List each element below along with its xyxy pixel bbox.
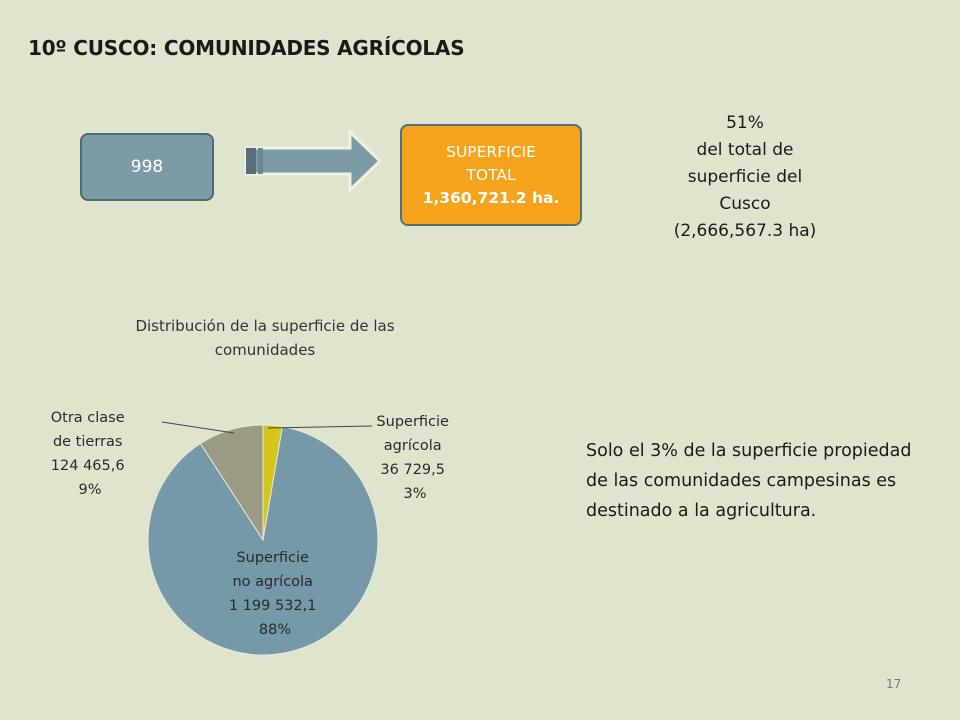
leader-line-agricola [267, 425, 373, 429]
slice-label-no-agricola-3: 1 199 532,1 [229, 598, 317, 614]
slice-label-otra-2: de tierras [53, 434, 122, 450]
total-label-line1: SUPERFICIE [446, 142, 536, 161]
slice-label-agricola-1: Superficie [376, 414, 449, 430]
slice-label-agricola: Superficie agrícola 36 729,5 3% [376, 414, 453, 502]
share-line4: Cusco [719, 194, 771, 214]
chart-title: Distribución de la superficie de las com… [95, 314, 435, 362]
slice-label-agricola-2: agrícola [384, 438, 442, 454]
slide-title: 10º CUSCO: COMUNIDADES AGRÍCOLAS [28, 36, 465, 60]
leader-line-otra [161, 421, 235, 434]
pie-chart: Superficie agrícola 36 729,5 3% Superfic… [51, 410, 453, 656]
community-count-box: 998 [80, 133, 214, 201]
chart-title-line1: Distribución de la superficie de las [135, 317, 395, 335]
share-percent: 51% [726, 113, 764, 133]
chart-title-line2: comunidades [214, 341, 316, 359]
total-surface-box: SUPERFICIE TOTAL 1,360,721.2 ha. [400, 124, 582, 226]
slice-label-otra: Otra clase de tierras 124 465,6 9% [51, 410, 130, 498]
slice-label-agricola-4: 3% [403, 486, 426, 502]
community-count: 998 [130, 157, 164, 177]
slice-label-agricola-3: 36 729,5 [380, 462, 445, 478]
slice-label-no-agricola-1: Superficie [236, 550, 309, 566]
slice-label-no-agricola: Superficie no agrícola 1 199 532,1 88% [229, 550, 321, 638]
slice-label-otra-3: 124 465,6 [51, 458, 125, 474]
total-surface-value: 1,360,721.2 ha. [422, 188, 560, 207]
slice-label-no-agricola-4: 88% [259, 622, 291, 638]
summary-note: Solo el 3% de la superficie propiedad de… [586, 441, 912, 521]
slice-label-otra-1: Otra clase [51, 410, 125, 426]
total-label-line2: TOTAL [466, 165, 516, 184]
slice-label-otra-4: 9% [78, 482, 101, 498]
share-of-cusco: 51% del total de superficie del Cusco (2… [640, 110, 850, 245]
slice-label-no-agricola-2: no agrícola [232, 574, 313, 590]
share-line3: superficie del [687, 167, 803, 187]
pie-slice-otra-clase-de-tierras [199, 424, 264, 542]
page-number: 17 [886, 677, 902, 691]
share-line2: del total de [696, 140, 794, 160]
right-arrow-icon [244, 130, 383, 192]
share-line5: (2,666,567.3 ha) [673, 221, 817, 241]
